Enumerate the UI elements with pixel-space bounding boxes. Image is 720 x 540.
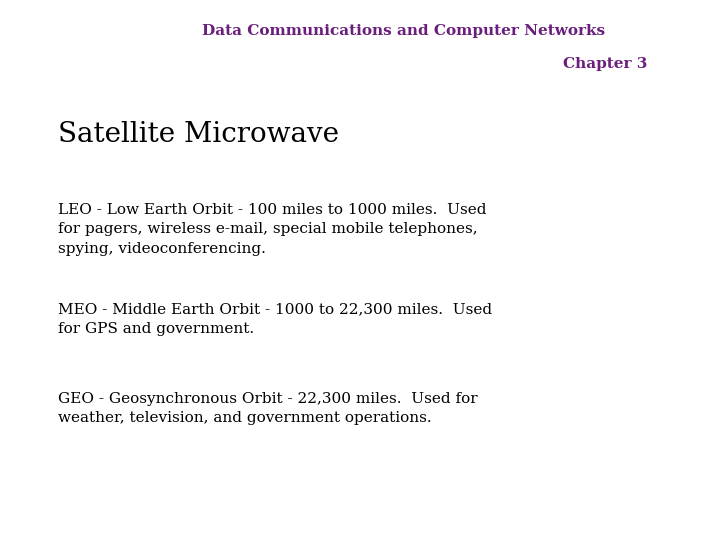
Text: Satellite Microwave: Satellite Microwave (58, 122, 338, 148)
Text: GEO - Geosynchronous Orbit - 22,300 miles.  Used for
weather, television, and go: GEO - Geosynchronous Orbit - 22,300 mile… (58, 392, 477, 425)
Text: LEO - Low Earth Orbit - 100 miles to 1000 miles.  Used
for pagers, wireless e-ma: LEO - Low Earth Orbit - 100 miles to 100… (58, 202, 486, 255)
Text: Data Communications and Computer Networks: Data Communications and Computer Network… (202, 24, 605, 38)
Text: MEO - Middle Earth Orbit - 1000 to 22,300 miles.  Used
for GPS and government.: MEO - Middle Earth Orbit - 1000 to 22,30… (58, 302, 492, 336)
Text: Chapter 3: Chapter 3 (562, 57, 647, 71)
